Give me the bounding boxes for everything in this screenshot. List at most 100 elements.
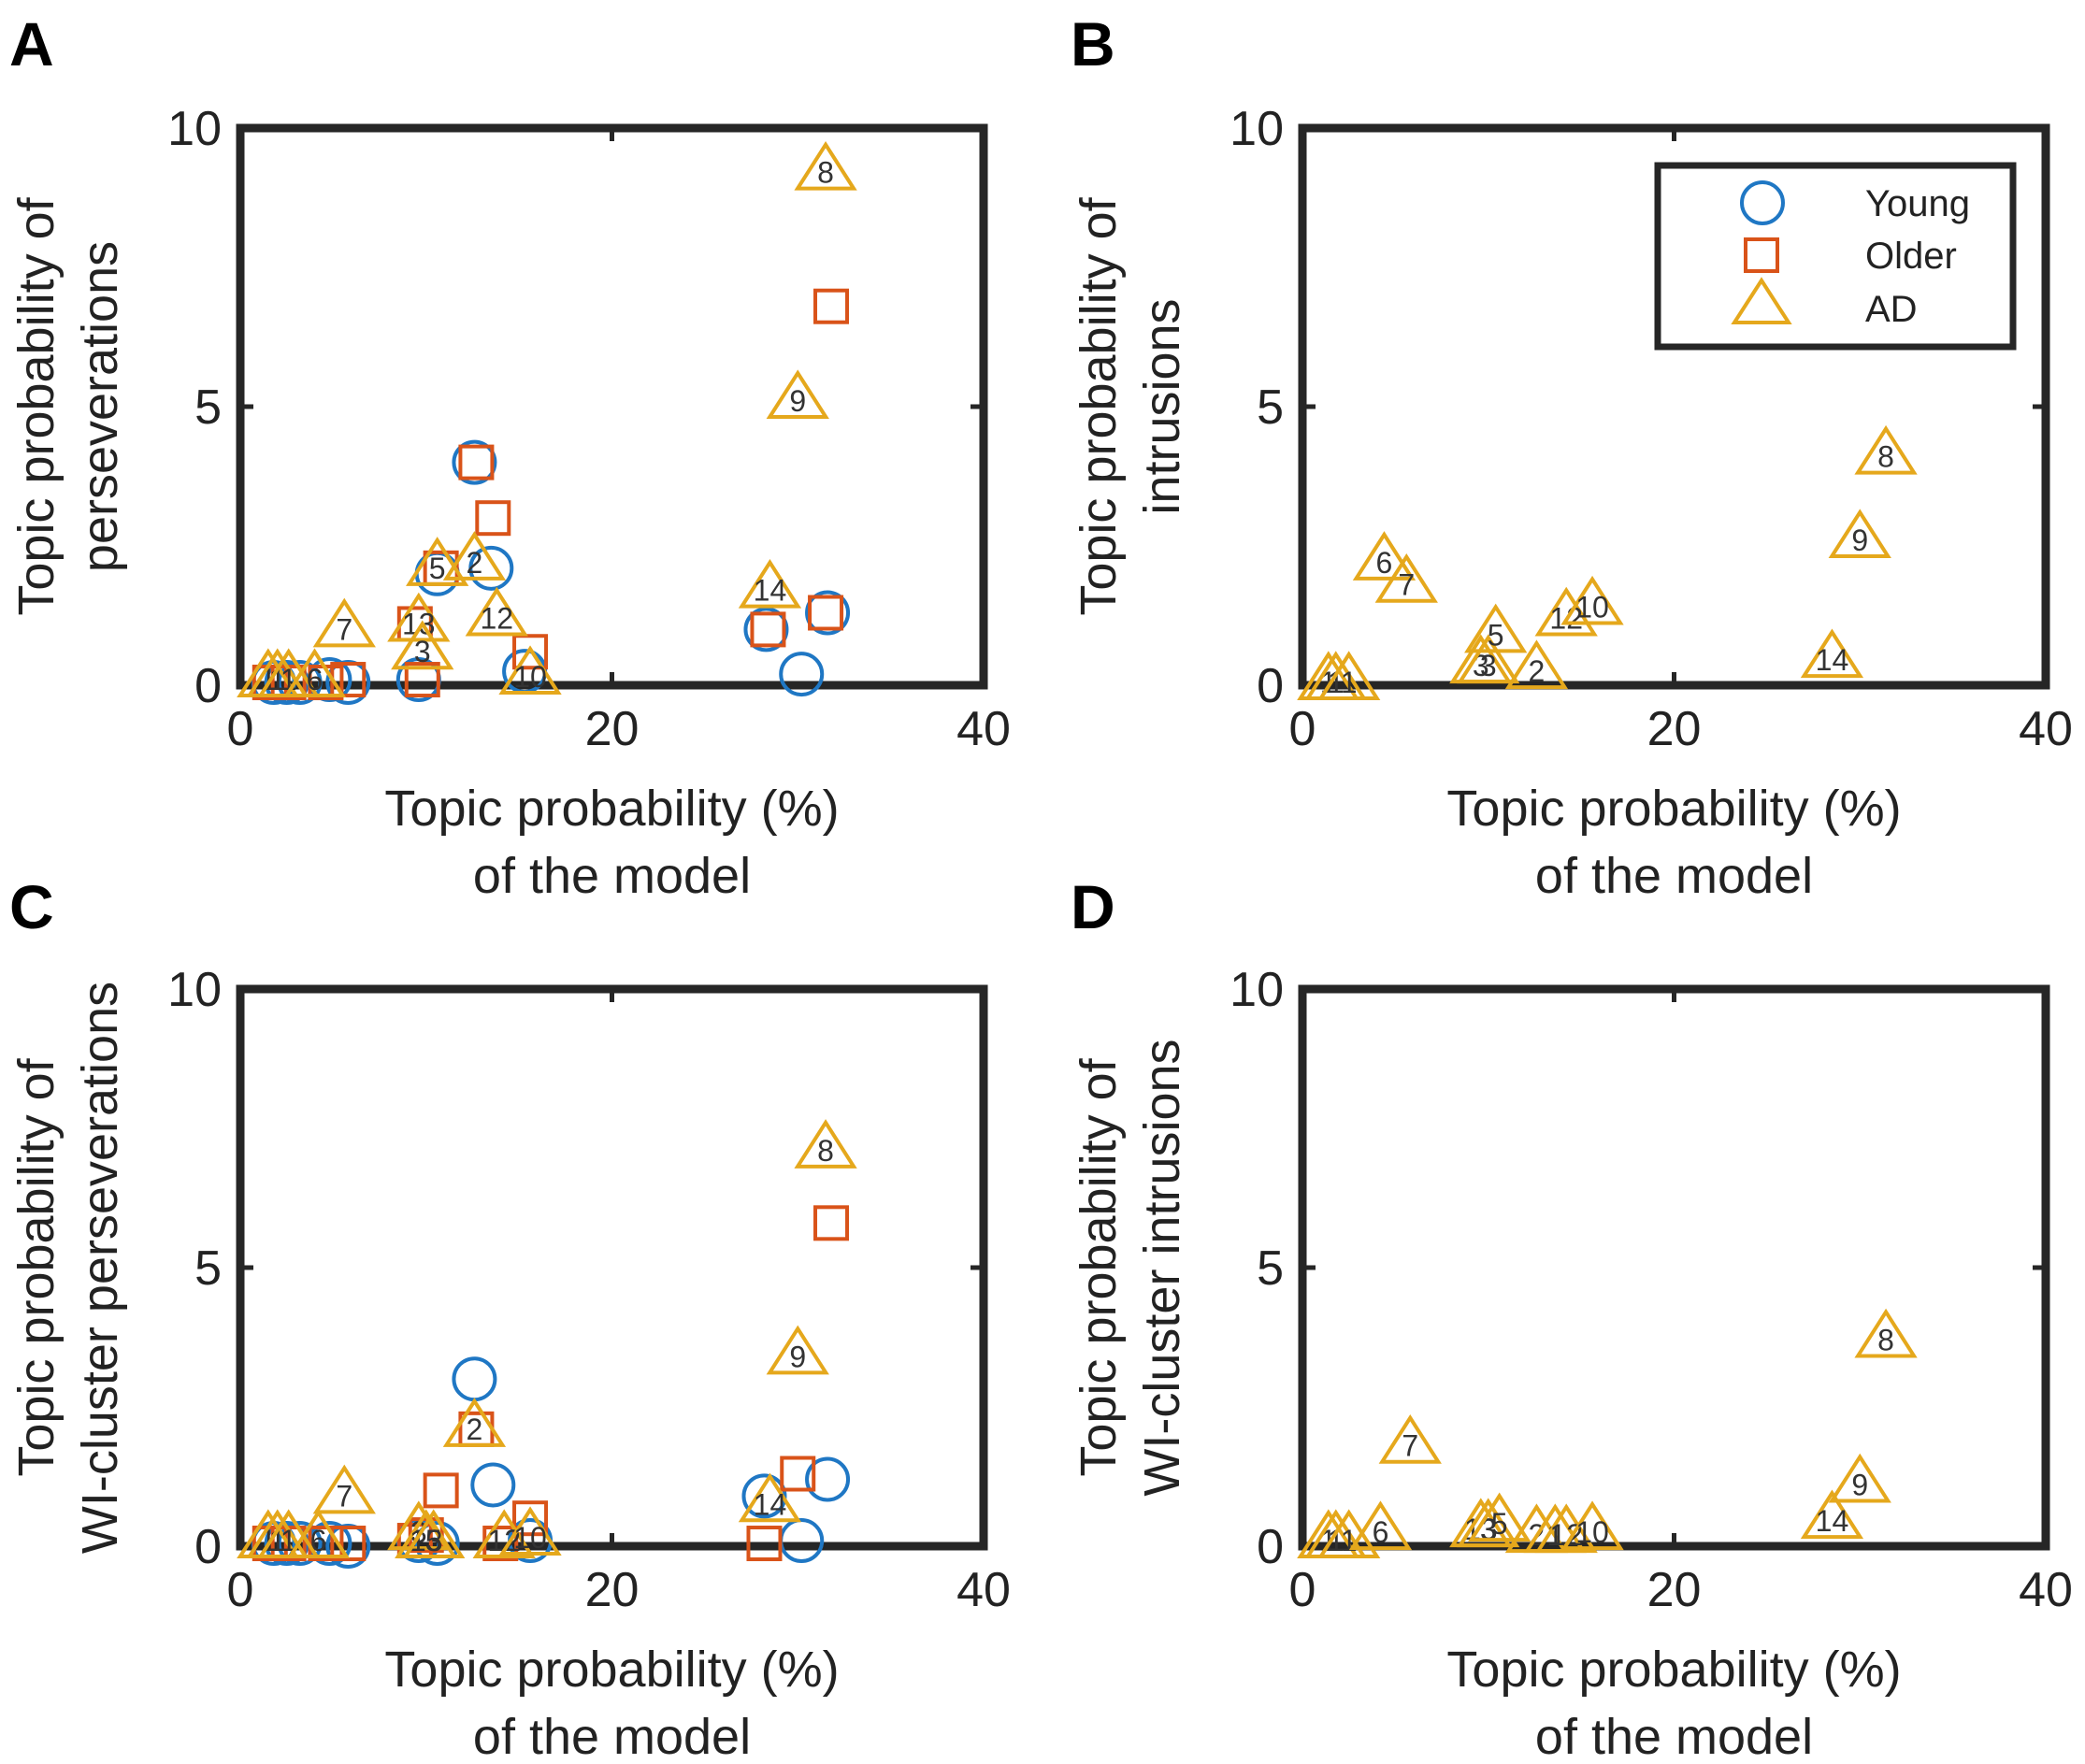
x-tick-label: 40 bbox=[956, 702, 1011, 756]
x-axis-title-line: of the model bbox=[473, 1709, 751, 1764]
ad-point bbox=[1828, 1453, 1891, 1503]
y-tick-label: 10 bbox=[167, 963, 222, 1017]
ad-point-label: 1 bbox=[1328, 666, 1344, 699]
panel-letter-d: D bbox=[1071, 872, 1115, 941]
ad-point-label: 2 bbox=[467, 546, 483, 580]
ad-point bbox=[1374, 553, 1438, 603]
young-point bbox=[277, 1521, 323, 1567]
y-axis-title-line: perseverations bbox=[72, 241, 128, 572]
ad-point-label: 8 bbox=[1877, 1323, 1894, 1356]
legend-older-marker bbox=[1744, 237, 1779, 273]
young-point bbox=[743, 607, 789, 653]
ad-point bbox=[498, 1506, 562, 1556]
y-tick-label: 10 bbox=[1229, 102, 1284, 156]
ad-point bbox=[1800, 1489, 1864, 1540]
x-tick-label: 40 bbox=[2019, 1563, 2073, 1617]
y-axis-title-line: Topic probability of bbox=[1071, 1057, 1127, 1476]
ad-point bbox=[442, 1398, 507, 1447]
ad-point-label: 9 bbox=[1851, 523, 1868, 557]
ad-point-label: 1 bbox=[269, 663, 286, 696]
ad-point bbox=[1560, 575, 1624, 625]
y-tick-label: 0 bbox=[1257, 1520, 1284, 1574]
ad-point bbox=[1534, 1503, 1598, 1554]
legend-young-marker bbox=[1740, 180, 1785, 225]
x-axis-title-line: Topic probability (%) bbox=[384, 1642, 839, 1698]
y-tick-label: 5 bbox=[1257, 380, 1284, 435]
ad-point-label: 6 bbox=[307, 663, 324, 696]
ad-point-label: 8 bbox=[1877, 440, 1894, 474]
panel-letter-b: B bbox=[1071, 9, 1115, 79]
ad-point bbox=[1468, 1492, 1531, 1542]
older-point bbox=[813, 288, 850, 324]
ad-point-label: 10 bbox=[1575, 591, 1609, 624]
young-point bbox=[414, 1521, 460, 1567]
ad-point bbox=[1348, 1500, 1413, 1551]
ad-point-label: 14 bbox=[1816, 1504, 1849, 1538]
ad-point bbox=[1534, 586, 1598, 637]
ad-point-label: 6 bbox=[1373, 1515, 1389, 1549]
panel-c: 0 20 40 0 5 10 Topic probability (%) of the mod… bbox=[8, 963, 1011, 1764]
x-axis-title-line: of the model bbox=[1535, 848, 1813, 904]
x-axis-title-line: Topic probability (%) bbox=[384, 781, 839, 837]
ad-point-label: 12 bbox=[480, 601, 513, 635]
ad-point bbox=[1560, 1500, 1624, 1551]
panel-a: 0 20 40 0 5 10 Topic probability (%) of the mod… bbox=[8, 102, 1011, 904]
ad-point-label: 9 bbox=[1851, 1468, 1868, 1501]
ad-point bbox=[498, 645, 562, 696]
x-tick-label: 20 bbox=[1647, 1563, 1702, 1617]
young-point bbox=[325, 1524, 371, 1569]
ad-point-label: 7 bbox=[336, 1479, 352, 1513]
x-tick-label: 40 bbox=[2019, 702, 2073, 756]
ad-point-label: 10 bbox=[513, 1521, 547, 1555]
x-axis-title-line: of the model bbox=[1535, 1709, 1813, 1764]
ad-point bbox=[794, 140, 857, 191]
ad-point-label: 3 bbox=[414, 635, 431, 668]
ad-point bbox=[406, 537, 469, 586]
ad-point bbox=[387, 592, 451, 642]
x-axis-title-line: Topic probability (%) bbox=[1446, 1642, 1901, 1698]
ad-point-label: 6 bbox=[1376, 546, 1393, 580]
ad-point-label: 9 bbox=[789, 1340, 806, 1373]
ad-point-label: 1 bbox=[280, 1524, 297, 1557]
young-point bbox=[741, 1473, 787, 1519]
ad-point-label: 14 bbox=[1816, 643, 1849, 677]
ad-point-label: 8 bbox=[817, 156, 834, 190]
older-point bbox=[423, 1472, 459, 1509]
ad-point bbox=[766, 369, 829, 420]
ad-point-label: 1 bbox=[1546, 1518, 1563, 1552]
legend-ad-label: AD bbox=[1865, 289, 1918, 330]
ad-point bbox=[391, 620, 454, 670]
y-tick-label: 10 bbox=[1229, 963, 1284, 1017]
older-point bbox=[750, 611, 786, 648]
y-axis-title-line: WI-cluster intrusions bbox=[1134, 1039, 1190, 1496]
young-point bbox=[805, 590, 851, 636]
ad-point bbox=[1378, 1414, 1442, 1464]
ad-point bbox=[1457, 1498, 1520, 1548]
x-tick-label: 0 bbox=[227, 1563, 254, 1617]
ad-point bbox=[794, 1119, 857, 1169]
y-tick-label: 5 bbox=[1257, 1241, 1284, 1296]
ad-point-label: 1 bbox=[1341, 1524, 1358, 1557]
ad-point-label: 2 bbox=[467, 1413, 483, 1446]
ad-point-label: 5 bbox=[429, 552, 446, 585]
x-axis-title-line: Topic probability (%) bbox=[1446, 781, 1901, 837]
y-tick-label: 0 bbox=[1257, 659, 1284, 713]
ad-point bbox=[286, 1509, 351, 1559]
panel-letter-a: A bbox=[9, 9, 54, 79]
young-point bbox=[779, 1518, 825, 1564]
y-axis-title-line: Topic probability of bbox=[8, 1057, 65, 1476]
x-tick-label: 0 bbox=[1289, 702, 1316, 756]
ad-point bbox=[1854, 1308, 1918, 1358]
legend: Young Older AD bbox=[1654, 162, 2017, 351]
ad-point bbox=[766, 1325, 829, 1375]
ad-point-label: 10 bbox=[513, 660, 547, 694]
legend-box bbox=[1654, 162, 2017, 351]
legend-older-label: Older bbox=[1865, 236, 1957, 277]
older-point bbox=[458, 444, 495, 480]
young-point bbox=[468, 545, 514, 591]
ad-point-label: 7 bbox=[1402, 1429, 1418, 1463]
ad-point-label: 2 bbox=[1529, 654, 1546, 688]
panel-d: 0 20 40 0 5 10 Topic probability (%) of the mod… bbox=[1071, 963, 2073, 1764]
ad-point-label: 7 bbox=[1398, 568, 1415, 602]
x-tick-label: 20 bbox=[585, 702, 640, 756]
